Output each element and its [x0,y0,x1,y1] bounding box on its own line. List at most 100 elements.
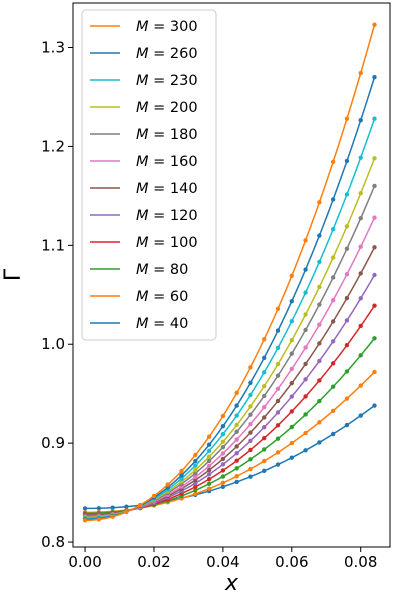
data-point [372,403,377,408]
data-point [275,462,281,467]
legend-label-m180: M = 180 [136,127,198,143]
data-point [303,412,308,417]
data-point [275,436,281,441]
data-point [165,482,170,487]
data-point [193,467,198,473]
data-point [344,396,350,401]
data-point [179,473,184,478]
x-tick-label: 0.00 [68,553,101,571]
data-point [234,444,239,449]
data-point [358,323,363,329]
data-point [262,337,267,342]
data-point [303,327,308,333]
data-point [358,244,363,249]
data-point [220,413,226,419]
data-point [344,246,350,251]
data-point [358,413,363,418]
data-point [289,338,294,343]
data-point [330,227,336,232]
data-point [303,312,308,317]
data-point [303,361,308,367]
data-point [275,361,281,367]
data-point [206,481,212,487]
data-point [179,476,184,481]
legend-label-m140: M = 140 [136,181,198,197]
data-point [275,410,281,415]
data-point [262,370,267,375]
data-point [220,424,226,429]
y-tick-label: 1.3 [41,39,65,57]
data-point [220,439,226,444]
data-point [275,328,281,333]
data-point [275,373,281,378]
data-point [248,404,253,409]
data-point [110,505,115,510]
data-point [206,463,212,469]
data-point [303,238,308,243]
data-point [234,390,239,396]
data-point [193,458,198,464]
data-point [234,403,239,408]
data-point [262,415,267,420]
legend-label-m230: M = 230 [136,73,198,89]
data-point [372,116,377,121]
data-point [262,435,267,441]
data-point [262,468,267,474]
data-point [344,318,350,323]
data-point [193,481,198,486]
data-point [193,474,198,480]
data-point [110,514,115,519]
x-tick-label: 0.04 [206,553,239,571]
data-point [262,405,267,410]
data-point [330,319,336,324]
legend-label-m300: M = 300 [136,19,198,35]
series-line-m60 [85,371,376,514]
data-point [248,392,253,398]
data-point [358,191,363,196]
data-point [206,467,212,473]
data-point [262,458,267,464]
series-curves [82,22,377,523]
data-point [289,455,294,460]
data-point [124,504,129,509]
legend-label-m40: M = 40 [136,316,188,332]
data-point [358,383,363,388]
y-tick-label: 1.2 [41,137,65,155]
data-point [317,322,322,327]
data-point [193,484,198,490]
data-point [262,393,267,399]
data-point [317,378,322,383]
data-point [234,413,239,418]
data-point [303,448,308,453]
data-point [234,437,239,442]
data-point [220,462,226,467]
data-point [248,421,253,427]
data-point [303,430,308,436]
data-point [289,394,294,399]
data-point [248,466,253,472]
data-point [206,486,212,491]
data-point [344,224,350,229]
y-axis: 0.8 0.9 1.0 1.1 1.2 1.3 [41,39,73,551]
data-point [206,472,212,477]
data-point [372,22,377,27]
x-axis-title: x [224,571,239,596]
legend: M = 300 M = 260 M = 230 M = 200 M = 180 M = 1… [81,9,217,341]
data-point [344,116,350,121]
data-point [303,377,308,382]
data-point [330,339,336,344]
x-tick-label: 0.08 [344,553,377,571]
data-point [234,450,239,456]
data-point [317,284,322,290]
data-point [193,452,198,458]
data-point [303,267,308,272]
data-point [262,447,267,452]
data-point [303,345,308,350]
data-point [344,343,350,348]
legend-label-m200: M = 200 [136,100,198,116]
data-point [248,380,253,385]
series-line-m300 [85,24,376,522]
y-tick-label: 0.8 [41,533,65,551]
data-point [179,479,184,484]
data-point [220,474,226,479]
